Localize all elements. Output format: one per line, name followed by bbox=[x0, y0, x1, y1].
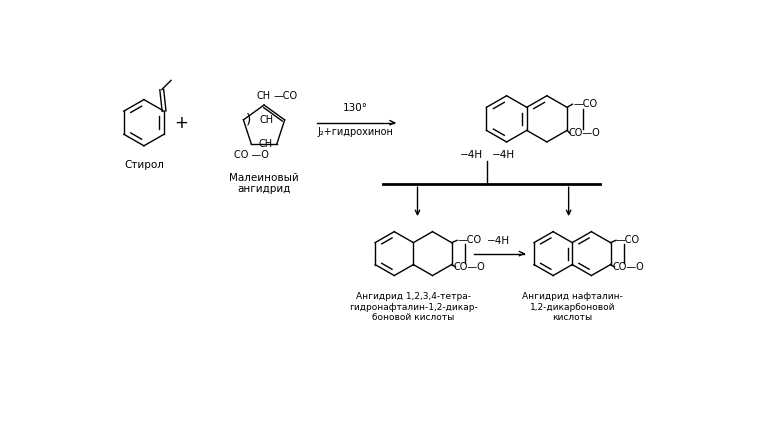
Text: CH: CH bbox=[260, 115, 274, 125]
Text: —CO: —CO bbox=[457, 235, 481, 245]
Text: Ангидрид нафталин-
1,2-дикарбоновой
кислоты: Ангидрид нафталин- 1,2-дикарбоновой кисл… bbox=[522, 292, 623, 322]
Text: CH: CH bbox=[257, 91, 271, 101]
Text: —CO: —CO bbox=[573, 99, 597, 109]
Text: Стирол: Стирол bbox=[124, 160, 164, 170]
Text: +: + bbox=[174, 114, 188, 132]
Text: Малеиновый
ангидрид: Малеиновый ангидрид bbox=[229, 173, 299, 194]
Text: CO —O: CO —O bbox=[234, 150, 268, 160]
Text: −4H: −4H bbox=[492, 150, 515, 160]
Text: J₂+гидрохинон: J₂+гидрохинон bbox=[318, 127, 393, 138]
Text: ): ) bbox=[245, 113, 251, 127]
Text: CO—O: CO—O bbox=[568, 129, 601, 138]
Text: —CO: —CO bbox=[273, 91, 298, 101]
Text: CH: CH bbox=[258, 139, 272, 149]
Text: —CO: —CO bbox=[616, 235, 640, 245]
Text: CO—O: CO—O bbox=[613, 262, 644, 272]
Text: Ангидрид 1,2,3,4-тетра-
гидронафталин-1,2-дикар-
боновой кислоты: Ангидрид 1,2,3,4-тетра- гидронафталин-1,… bbox=[349, 292, 478, 322]
Text: −4H: −4H bbox=[487, 236, 510, 246]
Text: 130°: 130° bbox=[343, 103, 368, 113]
Text: −4H: −4H bbox=[459, 150, 482, 160]
Text: CO—O: CO—O bbox=[454, 262, 486, 272]
